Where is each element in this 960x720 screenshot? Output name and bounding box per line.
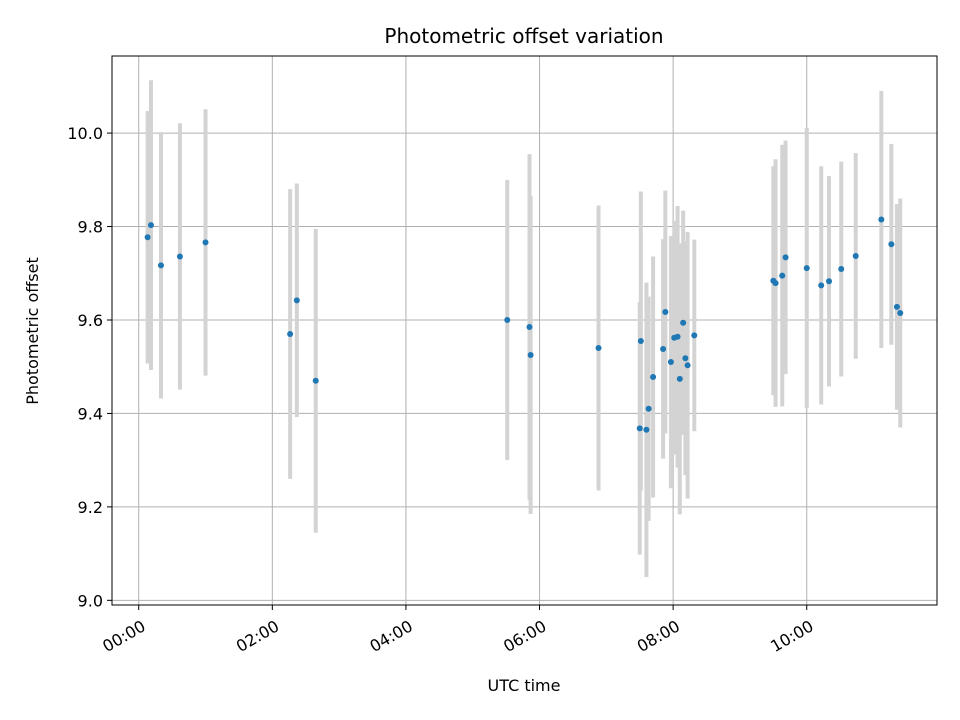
plot-frame xyxy=(111,55,938,606)
data-point xyxy=(527,352,534,359)
data-points xyxy=(144,216,904,433)
data-point xyxy=(595,345,602,352)
data-point xyxy=(682,355,689,362)
y-tick-label: 9.0 xyxy=(78,591,103,610)
data-point xyxy=(818,282,825,289)
chart-title: Photometric offset variation xyxy=(384,24,663,48)
data-point xyxy=(312,377,319,384)
data-point xyxy=(504,316,511,323)
data-point xyxy=(645,405,652,412)
data-point xyxy=(893,303,900,310)
data-point xyxy=(803,265,810,272)
data-point xyxy=(293,297,300,304)
y-tick-label: 9.8 xyxy=(78,218,103,237)
data-point xyxy=(157,262,164,269)
data-point xyxy=(897,309,904,316)
data-point xyxy=(667,359,674,366)
data-point xyxy=(772,280,779,287)
data-point xyxy=(147,222,154,229)
data-point xyxy=(202,239,209,246)
data-point xyxy=(691,332,698,339)
x-axis-label: UTC time xyxy=(488,676,561,695)
data-point xyxy=(779,272,786,279)
data-point xyxy=(144,234,151,241)
data-point xyxy=(680,319,687,326)
data-point xyxy=(684,362,691,369)
y-axis-label: Photometric offset xyxy=(23,257,42,405)
data-point xyxy=(650,373,657,380)
data-point xyxy=(888,241,895,248)
y-axis-ticks: 9.0 9.2 9.4 9.6 9.8 10.0 xyxy=(67,124,112,610)
data-point xyxy=(878,216,885,223)
y-tick-label: 9.2 xyxy=(78,498,103,517)
data-point xyxy=(176,253,183,260)
data-point xyxy=(643,426,650,433)
y-tick-label: 9.4 xyxy=(78,404,103,423)
data-point xyxy=(852,252,859,259)
data-point xyxy=(674,333,681,340)
data-point xyxy=(662,309,669,316)
data-point xyxy=(676,375,683,382)
data-point xyxy=(636,425,643,432)
y-tick-label: 9.6 xyxy=(78,311,103,330)
y-tick-label: 10.0 xyxy=(67,124,103,143)
data-point xyxy=(660,345,667,352)
data-point xyxy=(782,254,789,261)
data-point xyxy=(826,278,833,285)
data-point xyxy=(838,266,845,273)
data-point xyxy=(637,338,644,345)
data-point xyxy=(287,331,294,338)
data-point xyxy=(526,323,533,330)
